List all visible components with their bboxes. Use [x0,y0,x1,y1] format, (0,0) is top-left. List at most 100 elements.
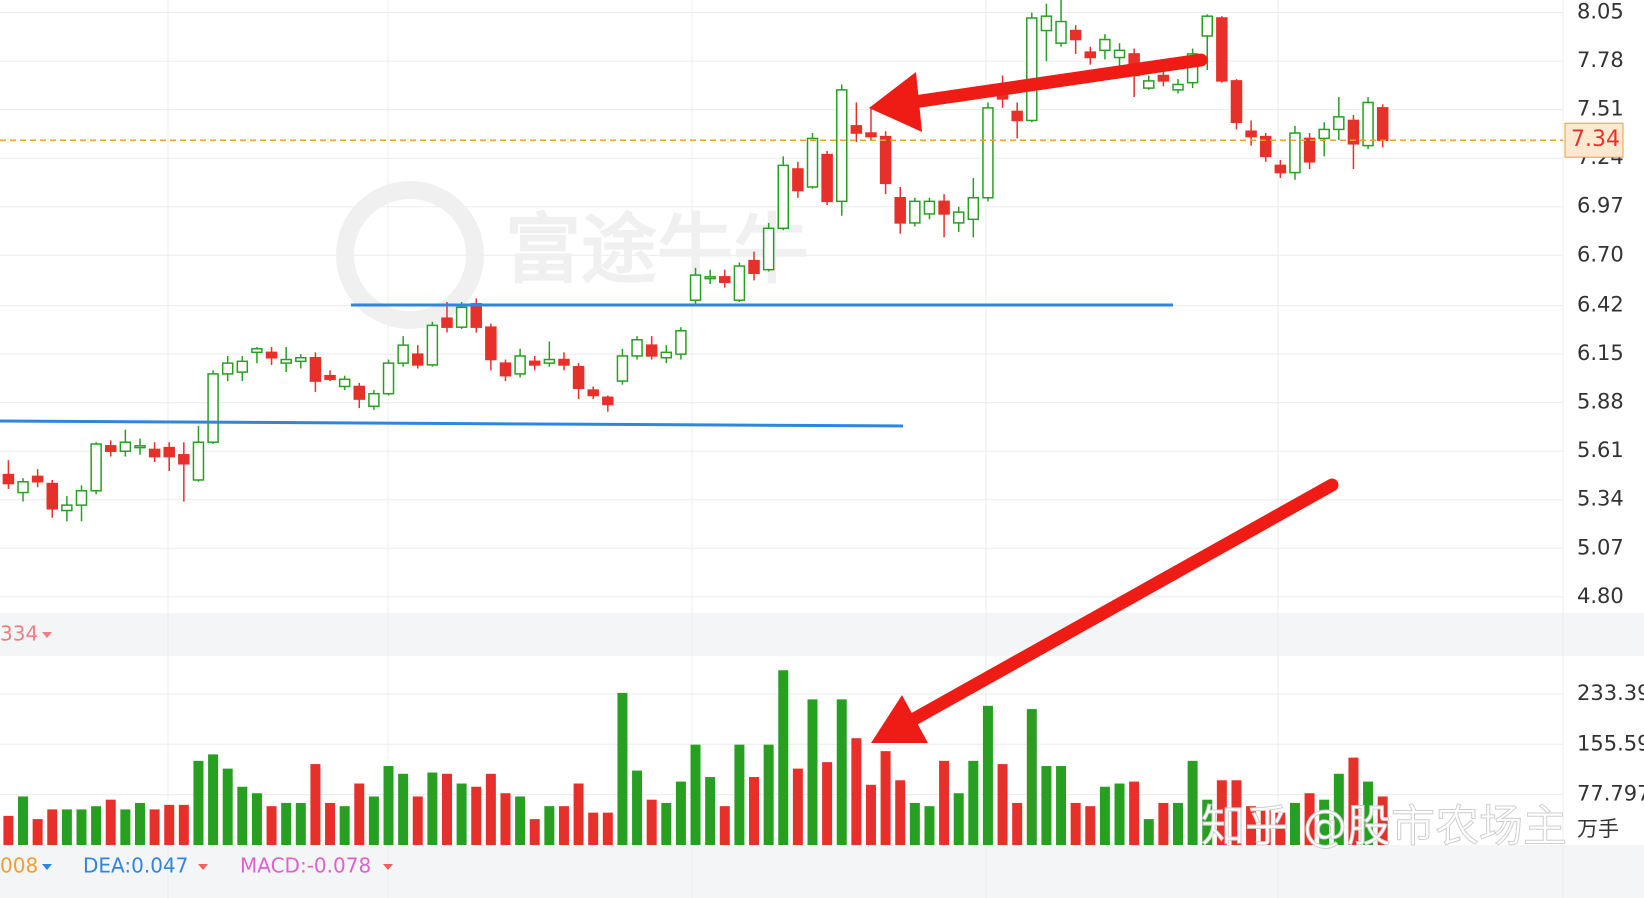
watermark: 知乎 @股市农场主 [1201,801,1567,852]
candle-body [1201,15,1213,37]
candle-body [850,125,863,134]
candle-body [543,358,556,364]
volume-bar [485,773,496,845]
candle-body [17,481,29,494]
volume-bar [1070,802,1081,845]
candle-body [689,274,702,301]
volume-bar [1143,819,1154,845]
candle-body [660,351,673,359]
candle-body [75,490,88,506]
volume-bar [47,809,58,845]
candle-body [821,153,833,203]
candle-body [1143,80,1155,89]
volume-bar [968,760,979,845]
volume-bar [1246,806,1257,845]
volume-bar [164,804,175,845]
candle-body [324,374,336,381]
candle-body [265,351,278,359]
candle-body [1259,135,1272,158]
volume-bar [178,804,189,845]
candle-body [1333,116,1345,131]
candle-body [1347,119,1360,145]
indicator-label: MACD:-0.078 [240,854,371,878]
candle-body [528,360,541,366]
y-tick-label: 6.70 [1577,242,1624,266]
volume-bar [18,796,29,845]
candle-body [1245,130,1257,138]
volume-bar [1099,786,1110,845]
volume-bar [398,773,409,845]
candle-body [1040,15,1053,32]
volume-bar [851,738,862,845]
candle-body [1099,38,1111,52]
candle-body [31,475,44,483]
volume-bar [529,819,540,845]
candle-body [46,482,59,510]
candle-body [616,355,629,382]
candle-body [61,504,73,512]
volume-bar [237,786,248,845]
volume-bar [1187,760,1198,845]
candle-body [441,317,453,328]
volume-bar [719,806,730,845]
candle-body [221,362,234,375]
volume-bar [1202,799,1213,845]
volume-bar [997,764,1008,845]
candle-body [1069,29,1082,41]
volume-bar [661,802,672,845]
y-tick-label: 233.39 [1577,681,1644,705]
dropdown-icon[interactable] [42,864,52,870]
volume-bar [1319,799,1330,845]
dropdown-icon[interactable] [383,864,393,870]
candle-body [1230,80,1243,123]
candle-body [412,353,424,366]
volume-bar [617,692,628,845]
dropdown-icon[interactable] [42,632,52,638]
volume-bar [325,802,336,845]
volume-bar [1348,757,1359,845]
candle-body [104,445,117,452]
candle-body [923,200,936,215]
volume-bar [91,806,102,845]
volume-bar [865,784,876,845]
candle-body [382,362,395,395]
candle-body [1011,110,1023,122]
volume-bar [251,793,262,845]
volume-bar [939,760,950,845]
candle-body [236,360,249,373]
candle-body [470,303,482,328]
volume-bar [281,802,292,845]
candle-body [1362,101,1374,147]
y-tick-label: 4.80 [1577,584,1624,608]
candle-body [134,445,146,449]
dropdown-icon[interactable] [198,864,208,870]
volume-bar [953,793,964,845]
volume-bar [32,819,43,845]
volume-bar [412,796,423,845]
volume-bar [690,744,701,845]
volume-bar [763,744,774,845]
candle-body [1303,137,1316,163]
volume-bar [1216,780,1227,845]
candle-body [762,227,775,271]
candle-body [835,89,848,203]
volume-bar [1363,781,1374,845]
y-tick-label: 6.42 [1577,293,1624,317]
volume-bar [427,772,438,845]
volume-bar [602,812,613,845]
indicator-label: DEA:0.047 [83,854,188,878]
volume-bar [500,793,511,845]
indicator-label: 334 [0,622,38,646]
volume-bar [982,705,993,845]
candle-body [645,344,658,357]
indicator-strip [0,845,1644,898]
indicator-label: 008 [0,854,38,878]
volume-bar [105,799,116,845]
candle-body [353,385,366,400]
volume-bar [515,796,526,845]
candle-body [192,441,205,481]
candle-body [894,196,906,224]
candle-body [1157,74,1170,82]
candle-body [280,358,292,364]
candle-body [309,356,322,382]
